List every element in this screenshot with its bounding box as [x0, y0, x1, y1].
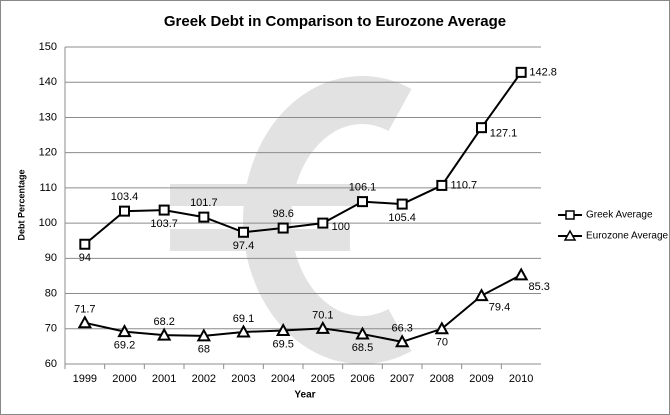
- x-tick-label: 2002: [192, 373, 216, 385]
- marker: [196, 328, 212, 342]
- marker: [474, 288, 489, 302]
- legend-label: Eurozone Average: [586, 231, 669, 242]
- marker: [513, 267, 529, 281]
- data-label: 70: [436, 337, 448, 349]
- data-label: 98.6: [272, 208, 293, 220]
- data-label: 97.4: [233, 240, 254, 252]
- y-tick-label: 90: [45, 252, 57, 264]
- data-label: 69.5: [272, 338, 293, 350]
- marker: [117, 324, 132, 338]
- marker: [515, 66, 527, 78]
- y-tick-label: 70: [45, 323, 57, 335]
- y-tick-label: 60: [45, 358, 57, 370]
- y-tick-label: 120: [39, 147, 57, 159]
- y-tick-label: 80: [45, 287, 57, 299]
- data-label: 66.3: [391, 323, 412, 335]
- marker: [156, 327, 172, 341]
- legend-label: Greek Average: [586, 210, 653, 221]
- euro-watermark: [170, 76, 412, 364]
- data-label: 101.7: [190, 197, 218, 209]
- legend-marker: [565, 210, 575, 220]
- marker: [315, 320, 331, 334]
- data-label: 71.7: [74, 304, 95, 316]
- x-tick-label: 2000: [112, 373, 136, 385]
- marker: [79, 238, 91, 250]
- legend-marker: [563, 229, 577, 241]
- data-label: 69.1: [233, 313, 254, 325]
- marker: [275, 322, 291, 337]
- marker: [158, 204, 170, 216]
- marker: [434, 321, 450, 335]
- y-tick-label: 140: [39, 76, 57, 88]
- data-label: 100: [332, 221, 350, 233]
- y-tick-label: 100: [39, 217, 57, 229]
- data-label: 68.5: [352, 342, 373, 354]
- data-label: 103.4: [111, 191, 139, 203]
- data-label: 68: [198, 344, 210, 356]
- marker: [238, 226, 249, 238]
- data-label: 106.1: [349, 182, 377, 194]
- x-tick-label: 2007: [390, 373, 414, 385]
- data-label: 70.1: [312, 309, 333, 321]
- data-label: 94: [79, 252, 91, 264]
- y-tick-label: 150: [39, 41, 57, 53]
- y-tick-label: 130: [39, 111, 57, 123]
- data-label: 69.2: [114, 340, 135, 352]
- data-label: 68.2: [153, 316, 174, 328]
- x-axis-label: Year: [294, 390, 315, 401]
- y-tick-label: 110: [39, 182, 57, 194]
- x-tick-label: 2005: [311, 373, 335, 385]
- marker: [277, 222, 289, 234]
- series-line: [84, 274, 522, 343]
- x-tick-label: 2010: [509, 373, 533, 385]
- marker: [476, 122, 487, 134]
- x-tick-label: 2009: [469, 373, 493, 385]
- marker: [119, 205, 130, 217]
- marker: [236, 324, 251, 338]
- data-label: 142.8: [529, 66, 557, 78]
- chart-title: Greek Debt in Comparison to Eurozone Ave…: [164, 13, 506, 30]
- data-label: 127.1: [490, 128, 518, 140]
- marker: [394, 334, 410, 348]
- marker: [357, 196, 368, 208]
- x-tick-label: 2003: [231, 373, 255, 385]
- marker: [396, 198, 408, 210]
- data-label: 110.7: [450, 179, 477, 191]
- marker: [77, 315, 93, 329]
- x-tick-label: 2008: [430, 373, 454, 385]
- marker: [355, 326, 370, 340]
- data-label: 79.4: [489, 302, 510, 314]
- x-tick-label: 1999: [73, 373, 97, 385]
- x-tick-label: 2001: [152, 373, 176, 385]
- marker: [436, 179, 448, 191]
- y-axis-label: Debt Percentage: [16, 169, 26, 240]
- data-label: 105.4: [388, 212, 416, 224]
- data-label: 85.3: [528, 281, 549, 293]
- x-tick-label: 2006: [350, 373, 374, 385]
- marker: [317, 217, 329, 229]
- x-tick-label: 2004: [271, 373, 295, 385]
- marker: [198, 211, 210, 223]
- series-line: [84, 71, 522, 246]
- data-label: 103.7: [150, 218, 178, 230]
